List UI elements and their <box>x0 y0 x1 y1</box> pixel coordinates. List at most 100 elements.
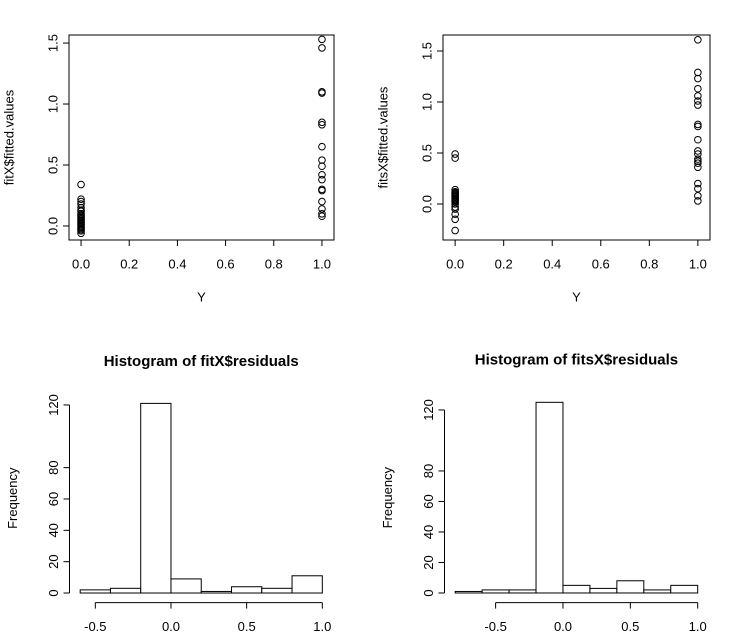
point <box>694 92 702 100</box>
y-tick-label: 60 <box>421 494 436 508</box>
bar <box>481 589 510 594</box>
x-tick-label: 0.2 <box>120 256 138 271</box>
point <box>694 68 702 77</box>
point <box>694 35 702 44</box>
x-axis-label: Y <box>197 289 206 304</box>
bar <box>670 584 699 594</box>
x-tick-label: 0.5 <box>621 619 639 634</box>
point <box>318 170 326 179</box>
point <box>694 163 702 172</box>
y-tick-label: 120 <box>46 394 61 416</box>
point <box>694 74 702 83</box>
point <box>694 197 702 205</box>
y-tick-label: 20 <box>421 555 436 569</box>
x-tick-label: 0.6 <box>217 256 235 271</box>
point <box>318 35 326 44</box>
y-axis-label: fitX$fitted.values <box>1 89 16 185</box>
point <box>318 197 326 206</box>
bar <box>589 587 618 594</box>
x-tick-label: 1.0 <box>689 256 707 271</box>
y-tick-label: 0 <box>46 589 61 596</box>
point <box>77 180 85 189</box>
y-tick-label: 0.5 <box>45 156 60 174</box>
point <box>694 122 702 131</box>
y-tick-label: 0.0 <box>45 217 60 235</box>
point <box>694 159 702 168</box>
y-axis-label: fitsX$fitted.values <box>375 86 390 188</box>
x-tick-label: 0.0 <box>72 256 90 271</box>
y-tick-label: 40 <box>421 525 436 539</box>
point <box>77 203 85 212</box>
y-tick-label: 80 <box>46 460 61 474</box>
bar <box>508 589 537 594</box>
point <box>694 147 702 155</box>
point <box>318 142 326 151</box>
x-tick-label: -0.5 <box>84 619 106 634</box>
point <box>318 162 326 171</box>
point <box>318 89 326 97</box>
y-tick-label: 0.0 <box>419 195 434 213</box>
point <box>318 205 326 213</box>
y-tick-label: 120 <box>421 399 436 421</box>
point <box>694 84 702 93</box>
point <box>694 179 702 188</box>
y-tick-label: 1.5 <box>45 34 60 52</box>
point <box>694 120 702 129</box>
x-tick-label: 0.4 <box>543 256 561 271</box>
bar <box>261 587 293 594</box>
y-axis-label: Frequency <box>380 466 395 528</box>
point <box>77 200 85 208</box>
point <box>451 200 459 208</box>
y-tick-label: 1.0 <box>45 95 60 113</box>
point <box>694 135 702 144</box>
point <box>318 44 326 52</box>
point <box>318 156 326 164</box>
x-tick-label: 0.0 <box>446 256 464 271</box>
bar <box>170 578 202 594</box>
y-tick-label: 40 <box>46 523 61 537</box>
bar <box>231 586 263 594</box>
x-tick-label: 1.0 <box>313 256 331 271</box>
x-tick-label: 0.6 <box>592 256 610 271</box>
point <box>451 226 459 235</box>
y-tick-label: 80 <box>421 464 436 478</box>
bar <box>291 575 323 594</box>
point <box>694 101 702 109</box>
x-tick-label: 0.8 <box>640 256 658 271</box>
point <box>694 184 702 193</box>
point <box>318 120 326 129</box>
x-tick-label: 0.8 <box>265 256 283 271</box>
point <box>451 215 459 224</box>
x-tick-label: 0.0 <box>162 619 180 634</box>
point <box>694 97 702 105</box>
plot-frame <box>442 34 711 241</box>
point <box>451 203 459 211</box>
point <box>77 195 85 203</box>
point <box>77 229 85 238</box>
point <box>451 198 459 206</box>
bar <box>200 590 233 594</box>
bar <box>454 590 483 594</box>
point <box>694 155 702 163</box>
bar <box>140 402 172 594</box>
y-tick-label: 1.0 <box>419 93 434 111</box>
point <box>77 207 85 216</box>
point <box>318 118 326 127</box>
point <box>318 209 326 218</box>
point <box>451 150 459 158</box>
bar <box>616 580 645 594</box>
x-tick-label: 0.4 <box>168 256 186 271</box>
point <box>694 192 702 200</box>
x-axis-label: Y <box>572 289 581 304</box>
bar <box>79 589 111 594</box>
x-tick-label: 1.0 <box>689 619 707 634</box>
point <box>77 227 85 235</box>
x-tick-label: -0.5 <box>484 619 506 634</box>
y-tick-label: 0 <box>421 589 436 596</box>
point <box>451 210 459 218</box>
x-tick-label: 1.0 <box>313 619 331 634</box>
point <box>77 197 85 206</box>
y-tick-label: 60 <box>46 492 61 506</box>
bar <box>109 587 142 594</box>
